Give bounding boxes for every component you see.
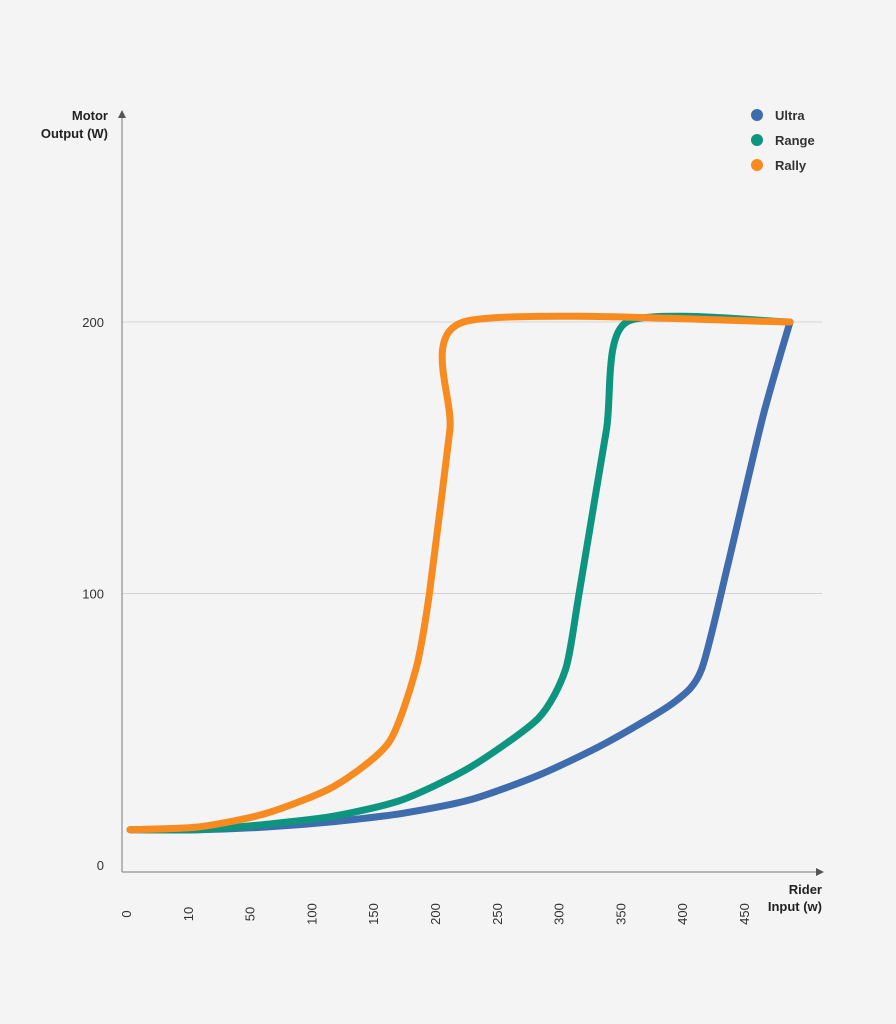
grid-lines: [122, 321, 822, 594]
series-line-rally: [126, 312, 794, 834]
x-tick-label: 100: [304, 903, 319, 925]
x-tick-label: 300: [552, 903, 567, 925]
legend-marker-range: [751, 134, 763, 146]
legend-label-range: Range: [775, 133, 815, 148]
legend-marker-ultra: [751, 109, 763, 121]
y-tick-label: 200: [82, 315, 104, 330]
y-axis-label-line1: Motor: [72, 108, 108, 123]
x-axis-label-line1: Rider: [789, 882, 822, 897]
x-tick-labels: 0 10 50 100 150 200 250 300 350 400 450: [119, 903, 752, 925]
legend-marker-rally: [751, 159, 763, 171]
x-tick-label: 400: [675, 903, 690, 925]
legend-label-ultra: Ultra: [775, 108, 805, 123]
x-tick-label: 200: [428, 903, 443, 925]
y-tick-labels: 0 100 200: [82, 315, 104, 873]
y-tick-label: 100: [82, 587, 104, 602]
x-tick-label: 0: [119, 910, 134, 917]
series-lines: [126, 312, 794, 834]
x-tick-label: 250: [490, 903, 505, 925]
x-axis-label-line2: Input (w): [768, 899, 822, 914]
series-line-range: [126, 312, 794, 834]
x-tick-label: 50: [243, 907, 258, 921]
x-tick-label: 350: [613, 903, 628, 925]
y-tick-label: 0: [97, 858, 104, 873]
x-tick-label: 450: [737, 903, 752, 925]
x-tick-label: 10: [181, 907, 196, 921]
x-tick-label: 150: [366, 903, 381, 925]
legend: Ultra Range Rally: [751, 108, 815, 173]
x-axis-arrow: [816, 868, 824, 876]
y-axis-arrow: [118, 110, 126, 118]
axes: [118, 110, 824, 876]
y-axis-label-line2: Output (W): [41, 126, 108, 141]
series-line-ultra: [126, 318, 794, 834]
legend-label-rally: Rally: [775, 158, 807, 173]
